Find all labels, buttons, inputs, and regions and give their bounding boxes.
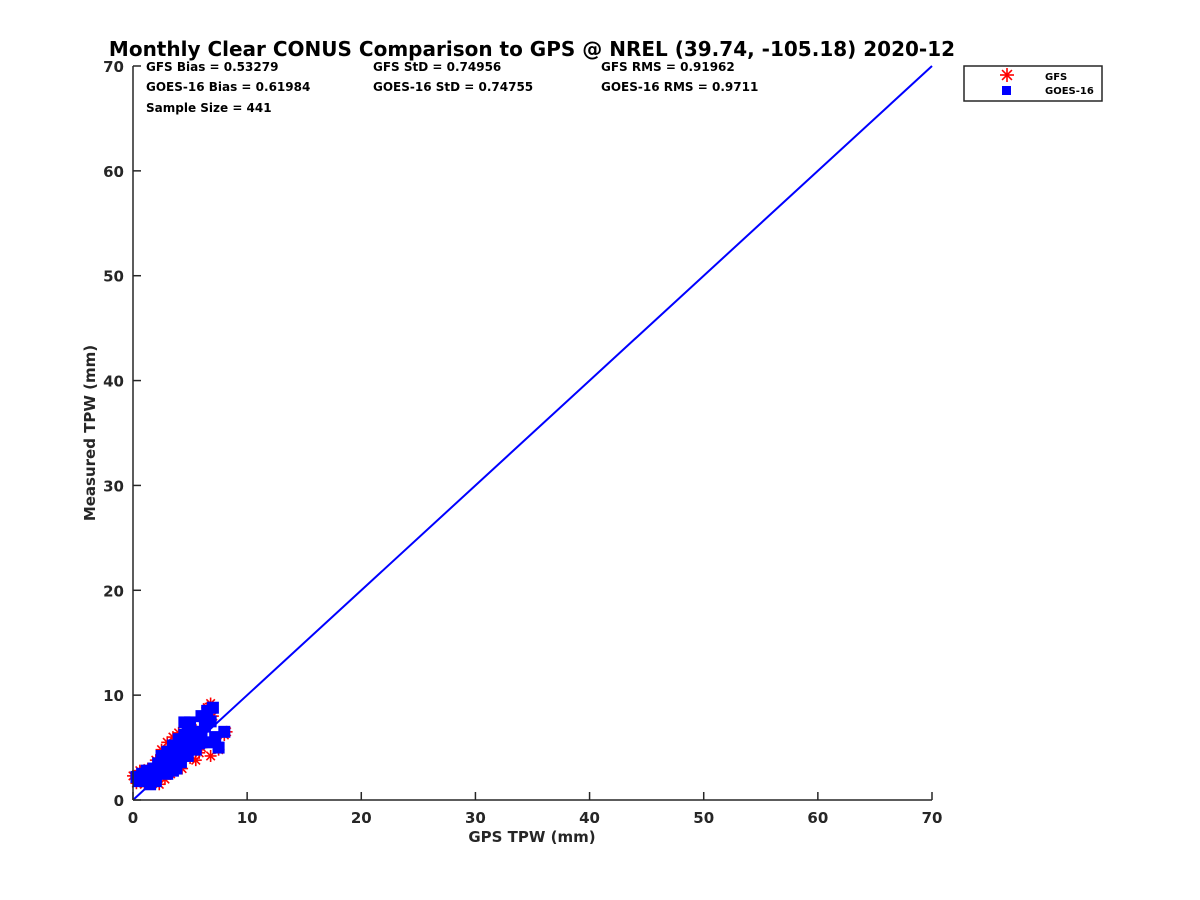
stat-gfs-std: GFS StD = 0.74956 xyxy=(373,60,501,74)
ticks: 0 10 20 30 40 50 60 70 0 10 20 30 40 50 60 70 xyxy=(103,58,942,827)
x-tick-label: 20 xyxy=(351,809,372,827)
stat-gfs-bias: GFS Bias = 0.53279 xyxy=(146,60,278,74)
plot-marks xyxy=(127,65,933,801)
y-tick-label: 10 xyxy=(103,687,124,705)
stat-sample-size: Sample Size = 441 xyxy=(146,101,272,115)
y-tick-label: 40 xyxy=(103,373,124,391)
y-tick-label: 0 xyxy=(114,792,124,810)
x-tick-label: 10 xyxy=(237,809,258,827)
stats-annotations: GFS Bias = 0.53279 GFS StD = 0.74956 GFS… xyxy=(146,60,758,115)
y-tick-label: 30 xyxy=(103,477,124,495)
goes16-point xyxy=(204,715,217,728)
y-tick-label: 60 xyxy=(103,163,124,181)
legend-label-goes16: GOES-16 xyxy=(1045,86,1094,97)
x-tick-label: 70 xyxy=(922,809,943,827)
legend-box xyxy=(963,65,1103,102)
x-tick-label: 60 xyxy=(807,809,828,827)
y-axis-label: Measured TPW (mm) xyxy=(81,345,99,521)
goes16-point xyxy=(218,725,231,738)
goes16-point xyxy=(209,731,222,744)
y-tick-label: 50 xyxy=(103,268,124,286)
gfs-point xyxy=(204,749,217,762)
stat-goes-std: GOES-16 StD = 0.74755 xyxy=(373,80,533,94)
chart-title: Monthly Clear CONUS Comparison to GPS @ … xyxy=(109,37,955,61)
legend: GFS GOES-16 xyxy=(963,65,1103,102)
legend-goes-square-icon xyxy=(1002,86,1011,95)
one-to-one-line xyxy=(132,65,933,801)
stat-gfs-rms: GFS RMS = 0.91962 xyxy=(601,60,735,74)
goes16-point xyxy=(212,741,225,754)
legend-label-gfs: GFS xyxy=(1045,72,1067,83)
axes xyxy=(132,66,932,801)
x-tick-label: 0 xyxy=(128,809,138,827)
stat-goes-rms: GOES-16 RMS = 0.9711 xyxy=(601,80,758,94)
x-tick-label: 50 xyxy=(693,809,714,827)
legend-gfs-asterisk-icon xyxy=(1000,68,1014,82)
goes16-point xyxy=(181,722,194,735)
goes16-point xyxy=(206,701,219,714)
y-tick-label: 20 xyxy=(103,582,124,600)
stat-goes-bias: GOES-16 Bias = 0.61984 xyxy=(146,80,310,94)
goes16-point xyxy=(166,764,179,777)
x-tick-label: 40 xyxy=(579,809,600,827)
x-axis-label: GPS TPW (mm) xyxy=(468,828,595,846)
y-tick-label: 70 xyxy=(103,58,124,76)
x-tick-label: 30 xyxy=(465,809,486,827)
